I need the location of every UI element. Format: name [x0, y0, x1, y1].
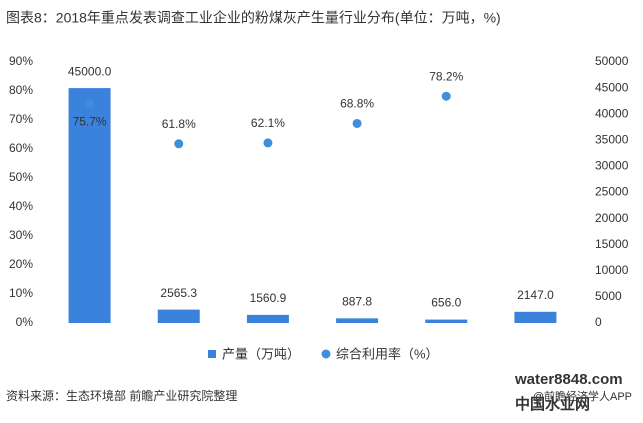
bar-label: 1560.9 — [250, 291, 287, 305]
bar — [425, 319, 468, 323]
dot — [85, 98, 95, 108]
y-tick-label: 40% — [9, 199, 33, 213]
y-tick-label: 50% — [9, 170, 33, 184]
y2-tick-label: 30000 — [595, 159, 629, 173]
y2-tick-label: 40000 — [595, 106, 629, 120]
legend-swatch — [321, 349, 331, 359]
bar — [246, 314, 289, 323]
y2-tick-label: 0 — [595, 315, 602, 329]
app-credit: @前瞻经济学人APP — [533, 389, 632, 403]
dot-label: 68.8% — [340, 97, 374, 111]
logo-sub: 中国水业网 — [515, 395, 590, 413]
bar-label: 887.8 — [342, 295, 372, 309]
y2-tick-label: 35000 — [595, 132, 629, 146]
y2-tick-label: 45000 — [595, 80, 629, 94]
y2-tick-label: 10000 — [595, 263, 629, 277]
dot — [352, 118, 362, 128]
dot-label: 61.8% — [162, 117, 196, 131]
bar-label: 45000.0 — [68, 64, 112, 78]
y-tick-label: 90% — [9, 54, 33, 68]
dot — [263, 138, 273, 148]
dot-label: 78.2% — [429, 69, 463, 83]
y-tick-label: 60% — [9, 141, 33, 155]
source: 资料来源：生态环境部 前瞻产业研究院整理 — [6, 388, 237, 403]
y2-tick-label: 5000 — [595, 289, 622, 303]
y2-tick-label: 20000 — [595, 211, 629, 225]
dot — [441, 91, 451, 101]
dot — [174, 139, 184, 149]
dot-label: 62.1% — [251, 116, 285, 130]
legend-swatch — [208, 350, 216, 358]
bar-label: 2147.0 — [517, 288, 554, 302]
bar — [157, 309, 200, 323]
bar-label: 656.0 — [431, 296, 461, 310]
y-tick-label: 70% — [9, 112, 33, 126]
bar-label: 2565.3 — [160, 286, 197, 300]
y2-tick-label: 50000 — [595, 54, 629, 68]
y2-tick-label: 15000 — [595, 237, 629, 251]
y-tick-label: 10% — [9, 286, 33, 300]
bar — [68, 88, 111, 323]
bar — [514, 311, 557, 323]
y-tick-label: 0% — [16, 315, 34, 329]
chart-title: 图表8：2018年重点发表调查工业企业的粉煤灰产生量行业分布(单位：万吨，%) — [6, 10, 501, 26]
logo: water8848.com — [514, 371, 623, 388]
y-tick-label: 20% — [9, 257, 33, 271]
y-tick-label: 80% — [9, 83, 33, 97]
y2-tick-label: 25000 — [595, 185, 629, 199]
bar — [336, 318, 379, 323]
dot-label: 75.7% — [73, 115, 107, 129]
y-tick-label: 30% — [9, 228, 33, 242]
legend-label: 产量（万吨） — [222, 346, 300, 361]
legend-label: 综合利用率（%） — [336, 346, 439, 361]
